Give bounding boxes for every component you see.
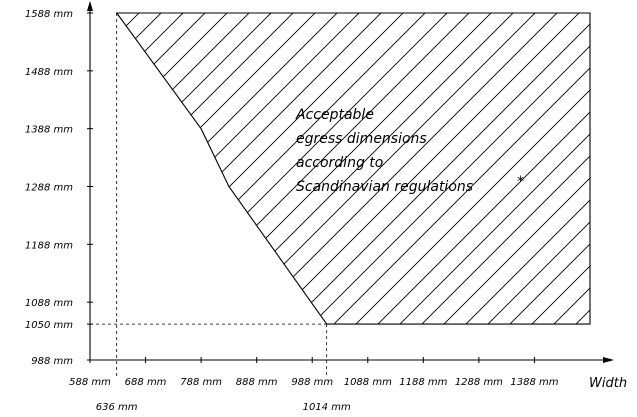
hatch-line xyxy=(116,13,483,325)
x-mark-label: 636 mm xyxy=(96,402,138,413)
hatch-line xyxy=(116,13,417,325)
hatch-line xyxy=(567,13,590,325)
hatch-line xyxy=(612,0,637,417)
y-tick-label: 988 mm xyxy=(31,356,73,367)
hatch-line xyxy=(391,13,590,325)
hatch-line xyxy=(0,0,20,417)
hatch-line xyxy=(116,13,241,325)
hatch-line xyxy=(116,13,505,325)
hatch-line xyxy=(116,13,329,325)
region-annotation: Acceptable egress dimensions according to S… xyxy=(295,107,473,195)
hatch-line xyxy=(116,13,263,325)
x-tick-label: 588 mm xyxy=(69,377,111,388)
x-mark-label: 1014 mm xyxy=(303,402,351,413)
acceptable-region-outline xyxy=(115,12,591,325)
hatch-line xyxy=(116,13,373,325)
hatch-line xyxy=(116,13,461,325)
y-tick-label: 1050 mm xyxy=(25,320,73,331)
y-axis-arrowhead xyxy=(87,1,93,11)
x-tick-label: 688 mm xyxy=(125,377,167,388)
hatch-line xyxy=(116,13,439,325)
x-tick-label: 1288 mm xyxy=(455,377,503,388)
hatch-line xyxy=(116,13,219,325)
hatch-line xyxy=(116,13,131,325)
hatch-line xyxy=(479,13,590,325)
x-axis-ticks: 588 mm 688 mm 788 mm 888 mm 988 mm 1088 mm 118… xyxy=(69,357,559,388)
hatch-line xyxy=(149,13,571,325)
x-tick-label: 1388 mm xyxy=(510,377,558,388)
hatch-line xyxy=(116,13,395,325)
y-tick-label: 1588 mm xyxy=(25,9,73,20)
y-tick-label: 1288 mm xyxy=(25,183,73,194)
hatch-line xyxy=(413,13,590,325)
hatch-line xyxy=(237,13,590,325)
x-axis-arrowhead xyxy=(603,357,614,363)
region-annotation-line: Scandinavian regulations xyxy=(296,179,473,195)
hatch-line xyxy=(116,13,175,325)
x-tick-label: 1188 mm xyxy=(399,377,447,388)
region-asterisk-marker: * xyxy=(517,174,524,190)
hatch-line xyxy=(116,13,307,325)
y-tick-label: 1088 mm xyxy=(25,298,73,309)
hatch-line xyxy=(523,13,590,325)
hatch-line xyxy=(116,13,197,325)
reference-lines xyxy=(90,13,328,378)
hatch-line xyxy=(369,13,590,325)
y-tick-label: 1488 mm xyxy=(25,67,73,78)
y-axis-ticks: 1588 mm 1488 mm 1388 mm 1288 mm 1188 mm 1088 … xyxy=(25,9,93,367)
hatch-line xyxy=(116,13,153,325)
x-tick-label: 888 mm xyxy=(236,377,278,388)
hatch-line xyxy=(259,13,590,325)
x-tick-label: 1088 mm xyxy=(344,377,392,388)
hatch-line xyxy=(116,13,351,325)
hatch-line xyxy=(0,0,64,417)
x-axis-special-marks: 636 mm 1014 mm xyxy=(96,402,351,413)
x-axis-title: Width xyxy=(589,376,627,391)
hatch-line xyxy=(0,0,108,417)
y-tick-label: 1188 mm xyxy=(25,240,73,251)
hatch-line xyxy=(171,13,590,325)
x-tick-label: 988 mm xyxy=(291,377,333,388)
hatch-line xyxy=(347,13,590,325)
hatch-line xyxy=(0,0,42,417)
hatch-line xyxy=(325,13,590,325)
hatch-line xyxy=(589,13,590,325)
hatch-line xyxy=(435,13,590,325)
hatch-line xyxy=(215,13,590,325)
hatch-line xyxy=(303,13,590,325)
region-annotation-line: Acceptable xyxy=(295,107,374,123)
region-annotation-line: according to xyxy=(296,155,383,171)
hatch-line xyxy=(0,0,86,417)
hatch-line xyxy=(116,13,527,325)
hatch-line xyxy=(193,13,590,325)
y-tick-label: 1388 mm xyxy=(25,125,73,136)
hatch-line xyxy=(116,13,285,325)
hatch-line xyxy=(127,13,549,325)
hatch-line xyxy=(501,13,590,325)
hatch-line xyxy=(281,13,590,325)
x-tick-label: 788 mm xyxy=(180,377,222,388)
region-annotation-line: egress dimensions xyxy=(296,131,427,147)
